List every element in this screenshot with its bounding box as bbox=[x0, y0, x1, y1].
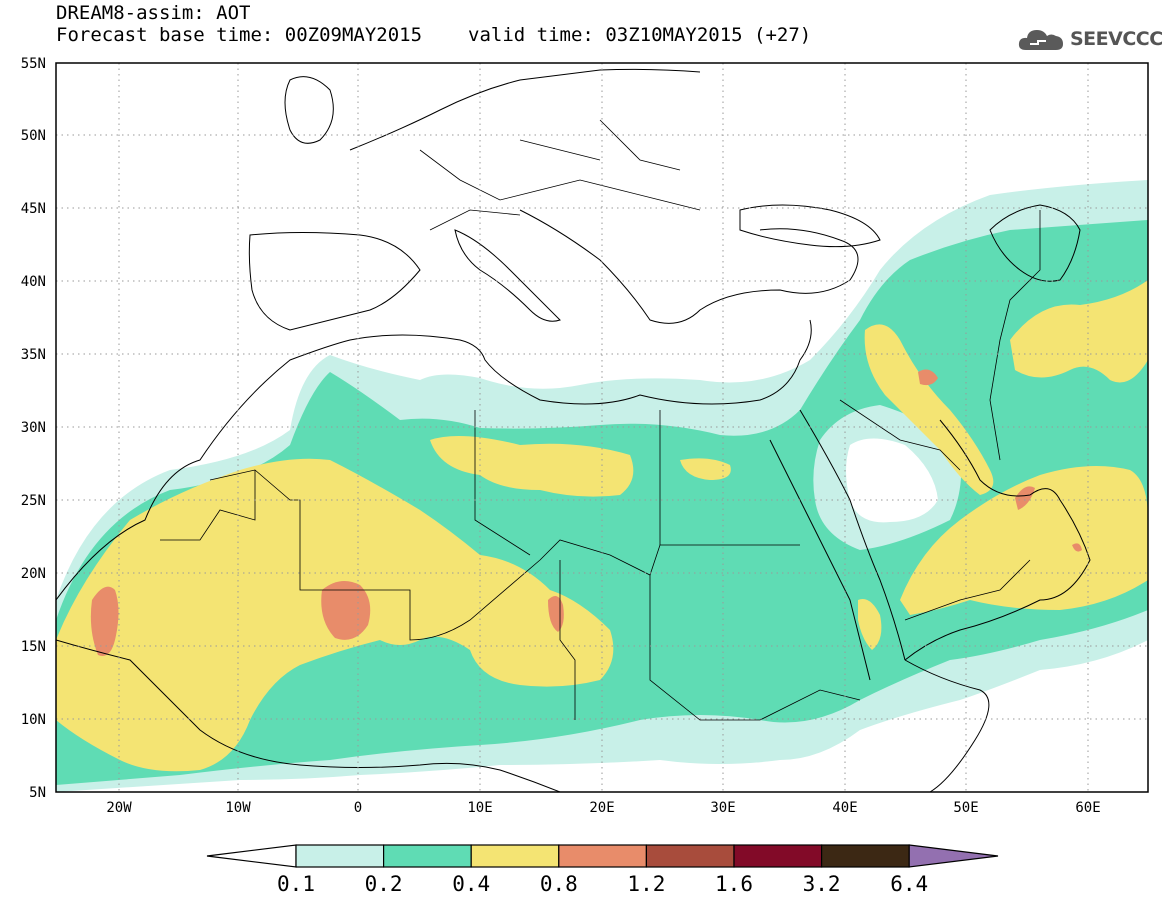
aot-contour-0-4-ethiopia bbox=[858, 599, 882, 650]
lat-tick-label: 20N bbox=[21, 566, 46, 582]
colorbar-max-arrow bbox=[908, 844, 999, 868]
aot-contour-0-4-arabia bbox=[900, 466, 1148, 615]
border-algeria-mali bbox=[160, 470, 256, 541]
lat-tick-label: 15N bbox=[21, 639, 46, 655]
coast-britain bbox=[284, 76, 334, 144]
colorbar-label: 0.4 bbox=[452, 872, 490, 896]
coast-arabia-gulf bbox=[904, 419, 1091, 661]
valid-time-label: valid time: 03Z10MAY2015 (+27) bbox=[468, 24, 812, 46]
seevccc-logo: SEEVCCC bbox=[1016, 22, 1163, 56]
coast-europe-north bbox=[349, 68, 701, 151]
colorbar-label: 0.1 bbox=[277, 872, 315, 896]
lat-axis: 5N 10N 15N 20N 25N 30N 35N 40N 45N 50N 5… bbox=[21, 56, 46, 801]
coast-iberia bbox=[248, 232, 421, 331]
lat-tick-label: 25N bbox=[21, 493, 46, 509]
lon-tick-label: 20W bbox=[106, 800, 132, 816]
lon-axis: 20W 10W 0 10E 20E 30E 40E 50E 60E bbox=[106, 800, 1100, 816]
lat-tick-label: 50N bbox=[21, 128, 46, 144]
lat-tick-label: 10N bbox=[21, 712, 46, 728]
country-borders bbox=[160, 119, 1041, 721]
coast-italy bbox=[454, 229, 561, 322]
border-europe bbox=[419, 119, 701, 231]
lat-tick-label: 40N bbox=[21, 274, 46, 290]
lat-tick-label: 35N bbox=[21, 347, 46, 363]
colorbar-segment bbox=[383, 844, 472, 868]
aot-contour-0-4-libya bbox=[680, 458, 731, 480]
colorbar-segment bbox=[470, 844, 560, 868]
colorbar bbox=[206, 844, 999, 868]
colorbar-label: 1.2 bbox=[627, 872, 665, 896]
border-niger-chad bbox=[559, 560, 576, 720]
aot-clear-area-inner bbox=[846, 438, 938, 523]
aot-contour-0-8-senegal bbox=[90, 586, 119, 656]
coast-red-sea bbox=[769, 439, 871, 681]
aot-contour-0-4-sahara bbox=[430, 436, 634, 497]
border-libya bbox=[474, 410, 531, 556]
border-sahara-lines bbox=[209, 469, 800, 641]
aot-contour-0-8-oman bbox=[1072, 543, 1082, 552]
border-saudi-iraq bbox=[839, 399, 961, 471]
colorbar-label: 6.4 bbox=[890, 872, 928, 896]
coast-horn-africa bbox=[904, 659, 990, 792]
colorbar-label: 3.2 bbox=[803, 872, 841, 896]
colorbar-min-arrow bbox=[206, 844, 297, 868]
lon-tick-label: 10E bbox=[467, 800, 492, 816]
coast-caspian bbox=[989, 204, 1081, 282]
coast-balkans-greece bbox=[519, 209, 859, 324]
coastlines bbox=[56, 68, 1091, 792]
lon-tick-label: 30E bbox=[710, 800, 735, 816]
border-sudan bbox=[649, 575, 861, 721]
base-time-label: Forecast base time: 00Z09MAY2015 bbox=[56, 24, 423, 46]
colorbar-labels: 0.1 0.2 0.4 0.8 1.2 1.6 3.2 6.4 bbox=[277, 872, 928, 896]
lon-tick-label: 60E bbox=[1075, 800, 1100, 816]
map-frame bbox=[55, 62, 1149, 793]
colorbar-segment bbox=[558, 844, 647, 868]
colorbar-segment bbox=[733, 844, 823, 868]
coast-red-sea-east bbox=[799, 409, 906, 661]
lon-tick-label: 10W bbox=[225, 800, 251, 816]
colorbar-label: 1.6 bbox=[715, 872, 753, 896]
map-grid bbox=[56, 63, 1148, 792]
aot-contour-0-4-iran bbox=[1010, 280, 1148, 383]
colorbar-label: 0.8 bbox=[540, 872, 578, 896]
lon-tick-label: 20E bbox=[589, 800, 614, 816]
lon-tick-label: 50E bbox=[953, 800, 978, 816]
map-header: DREAM8-assim: AOT Forecast base time: 00… bbox=[56, 2, 811, 46]
lat-tick-label: 45N bbox=[21, 201, 46, 217]
coast-black-sea bbox=[739, 204, 881, 248]
coast-west-africa bbox=[56, 639, 561, 792]
map-title: DREAM8-assim: AOT bbox=[56, 2, 251, 24]
lat-tick-label: 55N bbox=[21, 56, 46, 72]
logo-text: SEEVCCC bbox=[1070, 28, 1163, 50]
colorbar-label: 0.2 bbox=[365, 872, 403, 896]
colorbar-segment bbox=[645, 844, 735, 868]
lat-tick-label: 5N bbox=[29, 785, 46, 801]
aot-contour-0-8-gulf bbox=[1015, 486, 1035, 510]
colorbar-segment bbox=[295, 844, 385, 868]
coast-north-africa bbox=[56, 319, 812, 601]
cloud-icon bbox=[1018, 30, 1063, 50]
colorbar-segment bbox=[820, 844, 910, 868]
aot-contour-0-4-iraq bbox=[864, 324, 994, 495]
lon-tick-label: 0 bbox=[354, 800, 362, 816]
lat-tick-label: 30N bbox=[21, 420, 46, 436]
border-iran bbox=[989, 210, 1041, 461]
lon-tick-label: 40E bbox=[832, 800, 857, 816]
aot-contour-0-8-iraq bbox=[918, 369, 938, 386]
border-yemen bbox=[904, 559, 1031, 621]
